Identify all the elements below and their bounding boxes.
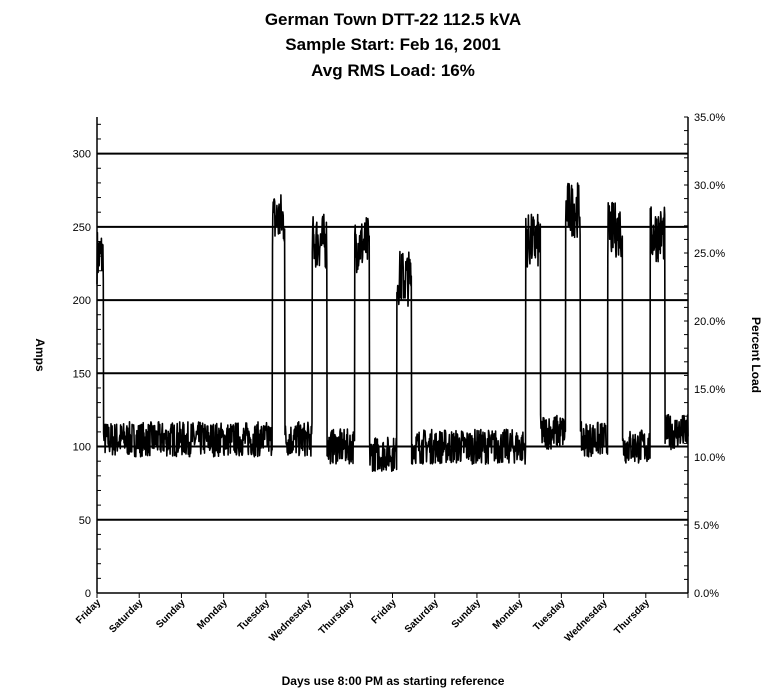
- x-tick-label-8: Saturday: [403, 597, 441, 635]
- chart-subtitle-2: Avg RMS Load: 16%: [311, 61, 475, 80]
- y-axis-ticks: 0 50 100 150 200 250 300: [73, 149, 91, 600]
- y-axis-label: Amps: [33, 338, 47, 372]
- y2-tick-label-3: 15.0%: [694, 384, 725, 396]
- x-tick-label-10: Monday: [491, 597, 526, 632]
- x-tick-label-9: Sunday: [450, 597, 484, 631]
- x-tick-label-2: Sunday: [154, 597, 188, 631]
- chart-title: German Town DTT-22 112.5 kVA: [265, 10, 521, 29]
- y2-axis-label: Percent Load: [749, 317, 761, 393]
- x-tick-label-7: Friday: [370, 597, 399, 626]
- x-tick-label-3: Monday: [195, 597, 230, 632]
- y-tick-label-200: 200: [73, 295, 91, 307]
- x-tick-label-13: Thursday: [612, 597, 652, 637]
- series-layer: [96, 182, 689, 473]
- y2-tick-label-5: 25.0%: [694, 248, 725, 260]
- series-line-0: [96, 182, 689, 473]
- y-tick-label-300: 300: [73, 149, 91, 161]
- y-tick-label-100: 100: [73, 442, 91, 454]
- chart-subtitle: Sample Start: Feb 16, 2001: [285, 35, 500, 54]
- y-tick-label-0: 0: [85, 588, 91, 600]
- y2-tick-label-2: 10.0%: [694, 452, 725, 464]
- x-tick-label-5: Wednesday: [267, 597, 314, 644]
- y-tick-label-250: 250: [73, 222, 91, 234]
- y2-tick-label-7: 35.0%: [694, 112, 725, 124]
- x-tick-label-11: Tuesday: [532, 597, 568, 633]
- gridlines: [97, 152, 688, 521]
- y2-tick-label-0: 0.0%: [694, 588, 719, 600]
- y2-tick-label-6: 30.0%: [694, 180, 725, 192]
- y-tick-label-150: 150: [73, 368, 91, 380]
- y2-axis-ticks: 0.0% 5.0% 10.0% 15.0% 20.0% 25.0% 30.0% 35.0%: [694, 112, 725, 600]
- x-axis-ticks: Friday Saturday Sunday Monday TuesdayWednesd…: [74, 597, 652, 644]
- x-tick-label-0: Friday: [74, 597, 103, 626]
- x-tick-label-6: Thursday: [317, 597, 357, 637]
- y2-tick-label-1: 5.0%: [694, 520, 719, 532]
- x-axis-label: Days use 8:00 PM as starting reference: [282, 674, 505, 688]
- x-tick-label-1: Saturday: [107, 597, 145, 635]
- x-tick-label-4: Tuesday: [236, 597, 272, 633]
- axes: [96, 116, 689, 598]
- x-tick-label-12: Wednesday: [563, 597, 610, 644]
- y-tick-label-50: 50: [79, 515, 91, 527]
- y2-tick-label-4: 20.0%: [694, 316, 725, 328]
